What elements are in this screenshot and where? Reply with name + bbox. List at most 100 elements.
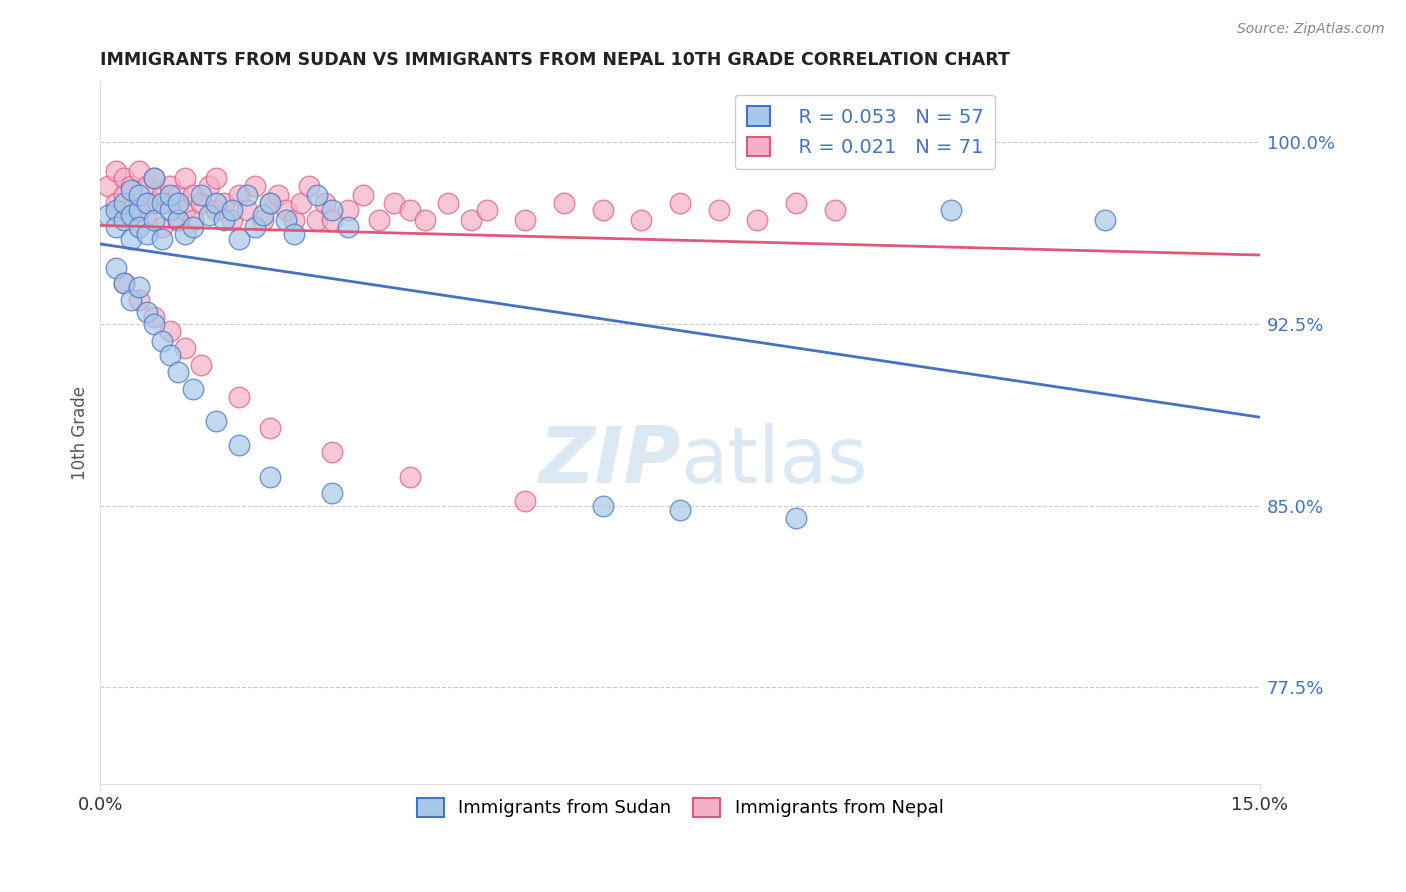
Point	[259, 195, 281, 210]
Point	[669, 503, 692, 517]
Point	[236, 202, 259, 217]
Point	[150, 195, 173, 210]
Point	[205, 171, 228, 186]
Point	[104, 260, 127, 275]
Point	[382, 195, 405, 210]
Point	[630, 212, 652, 227]
Text: IMMIGRANTS FROM SUDAN VS IMMIGRANTS FROM NEPAL 10TH GRADE CORRELATION CHART: IMMIGRANTS FROM SUDAN VS IMMIGRANTS FROM…	[100, 51, 1011, 69]
Point	[128, 219, 150, 234]
Point	[159, 202, 181, 217]
Point	[553, 195, 575, 210]
Point	[243, 178, 266, 193]
Point	[128, 293, 150, 307]
Point	[228, 390, 250, 404]
Point	[181, 219, 204, 234]
Point	[166, 212, 188, 227]
Point	[112, 276, 135, 290]
Point	[166, 365, 188, 379]
Point	[181, 212, 204, 227]
Point	[97, 208, 120, 222]
Text: atlas: atlas	[681, 423, 868, 499]
Point	[785, 510, 807, 524]
Point	[221, 212, 243, 227]
Point	[166, 212, 188, 227]
Point	[252, 208, 274, 222]
Point	[212, 212, 235, 227]
Point	[305, 188, 328, 202]
Point	[336, 219, 359, 234]
Point	[398, 202, 420, 217]
Point	[120, 178, 142, 193]
Point	[197, 208, 219, 222]
Point	[259, 469, 281, 483]
Point	[104, 164, 127, 178]
Point	[336, 202, 359, 217]
Point	[159, 195, 181, 210]
Point	[112, 171, 135, 186]
Point	[112, 276, 135, 290]
Point	[143, 317, 166, 331]
Point	[135, 178, 157, 193]
Point	[321, 445, 343, 459]
Point	[398, 469, 420, 483]
Point	[190, 358, 212, 372]
Point	[150, 219, 173, 234]
Point	[321, 212, 343, 227]
Point	[939, 202, 962, 217]
Point	[283, 227, 305, 241]
Text: Source: ZipAtlas.com: Source: ZipAtlas.com	[1237, 22, 1385, 37]
Point	[150, 232, 173, 246]
Point	[135, 195, 157, 210]
Point	[174, 341, 197, 355]
Point	[174, 202, 197, 217]
Point	[150, 334, 173, 348]
Point	[120, 232, 142, 246]
Point	[120, 208, 142, 222]
Point	[314, 195, 336, 210]
Point	[228, 232, 250, 246]
Point	[143, 171, 166, 186]
Point	[104, 195, 127, 210]
Text: ZIP: ZIP	[538, 423, 681, 499]
Point	[228, 188, 250, 202]
Point	[112, 195, 135, 210]
Point	[150, 188, 173, 202]
Point	[669, 195, 692, 210]
Point	[413, 212, 436, 227]
Point	[592, 499, 614, 513]
Point	[243, 219, 266, 234]
Point	[267, 188, 290, 202]
Point	[305, 212, 328, 227]
Point	[128, 280, 150, 294]
Point	[252, 212, 274, 227]
Point	[259, 421, 281, 435]
Point	[274, 202, 297, 217]
Point	[128, 164, 150, 178]
Point	[190, 195, 212, 210]
Point	[460, 212, 482, 227]
Point	[515, 493, 537, 508]
Point	[1094, 212, 1116, 227]
Point	[104, 219, 127, 234]
Point	[181, 188, 204, 202]
Point	[97, 178, 120, 193]
Point	[120, 293, 142, 307]
Point	[159, 348, 181, 362]
Point	[143, 195, 166, 210]
Point	[159, 324, 181, 338]
Point	[437, 195, 460, 210]
Point	[205, 195, 228, 210]
Point	[290, 195, 312, 210]
Point	[747, 212, 769, 227]
Point	[128, 195, 150, 210]
Point	[283, 212, 305, 227]
Point	[159, 188, 181, 202]
Point	[143, 310, 166, 324]
Point	[221, 202, 243, 217]
Point	[112, 188, 135, 202]
Point	[824, 202, 846, 217]
Point	[707, 202, 730, 217]
Point	[592, 202, 614, 217]
Point	[174, 227, 197, 241]
Point	[143, 212, 166, 227]
